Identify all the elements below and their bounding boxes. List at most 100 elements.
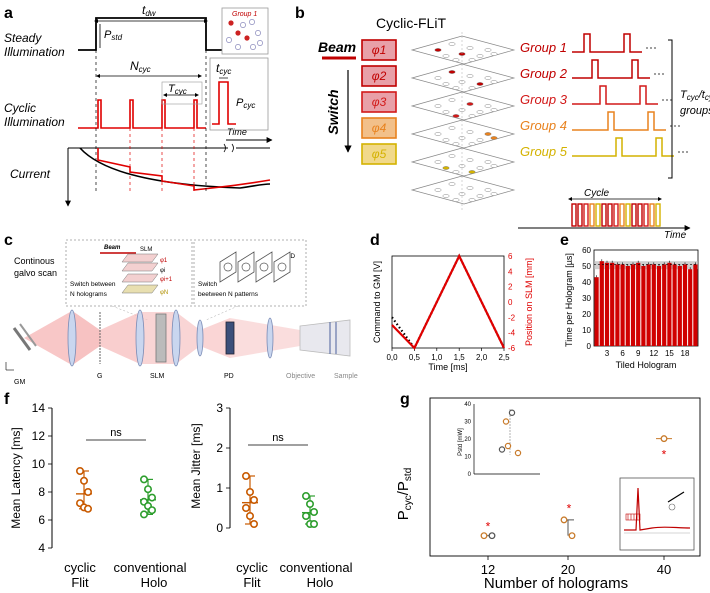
d-series-black [391,253,505,351]
plane-dot [476,166,484,170]
d-xtick-label: 1,0 [431,353,443,362]
phase-box-1 [361,39,397,61]
f-right-ytick-label: 0 [216,521,223,535]
e-bar [656,266,662,346]
phase-label-3: φ3 [372,95,387,109]
g-star: * [567,502,572,516]
phi-i: φi [160,268,165,274]
e-ytick-label: 60 [582,246,591,255]
current-label: Current [10,167,51,181]
panel-b-letter: b [295,5,305,22]
f-left-point [84,504,93,513]
cycle-bar [637,203,643,227]
plane-dot [448,70,456,74]
group-trace-1 [572,33,642,53]
d-xtick-label: 0,0 [386,353,398,362]
panel-f-letter: f [4,391,10,408]
group-label-2: Group 2 [520,66,568,81]
cycle-bar [619,203,625,227]
plane-dot [466,186,474,190]
g-xtick-label: 40 [657,562,671,577]
cycle-bar [643,203,649,227]
f-right-point [246,511,255,520]
beam-cone-1 [24,312,70,364]
d-xtick-label: 0,5 [409,353,421,362]
steady-label-2: Illumination [4,45,65,59]
d-ytick-label: 4 [508,267,513,276]
g-inset-point [498,446,506,453]
plane-dot [452,86,460,90]
panel-a: a Steady Illumination Cyclic Illuminatio… [4,3,273,207]
gm-label: GM [14,379,25,386]
f-left-point [140,510,149,519]
cycle-bar [655,203,661,227]
e-bar [688,269,693,346]
plane-dot [468,170,476,174]
e-bar [667,262,672,346]
f-right-ylabel: Mean Jitter [ms] [189,423,203,508]
slm-planes [410,32,516,212]
phase-label-1: φ1 [372,43,387,57]
lens-5 [266,317,274,359]
g-x-ticks: 12 20 40 [481,556,671,577]
phase-label-4: φ4 [372,121,387,135]
cycle-bar [631,203,637,227]
f-left-ytick-label: 4 [38,541,45,555]
plane-dot [442,138,450,142]
a-time-label: Time [227,127,247,137]
panel-c: c Continous galvo scan Beam SLM φ1 φi φi… [4,232,358,386]
phase-box-3 [361,91,397,113]
f-right-point [309,519,318,528]
e-bar [646,264,651,346]
plane-dot [448,182,456,186]
f-right-point [250,495,259,504]
e-bar [662,264,667,346]
phi-n: φN [160,290,168,296]
group-trace-5 [572,137,674,157]
plane-dot [434,188,442,192]
pcyc-label: Pcyc [236,97,255,110]
cyclic-label-1: Cyclic [4,101,36,115]
phase-label-5: φ5 [372,147,387,161]
g-label: G [97,373,102,380]
cycle-bar [601,203,607,227]
f-left-cat2b: Holo [141,575,168,590]
cycle-bar [613,203,619,227]
galvo-label-1: Continous [14,256,55,266]
group-label-4: Group 4 [520,118,567,133]
plane-dot [452,142,460,146]
switch-holo-2: N holograms [70,291,108,298]
e-ytick-label: 30 [582,294,591,303]
e-bar [636,262,641,346]
panel-e: e Time per Hologram [µs] Tiled Hologram … [560,232,699,370]
d-series-red [391,253,505,350]
group-traces: Group 1 Group 2 Group 3 Group 4 Group 5 [520,33,690,159]
plane-dot [484,132,492,136]
e-bar [615,264,620,346]
phase-box-5 [361,143,397,165]
g-point [488,532,496,540]
e-bars [594,259,698,346]
plane-dot [468,114,476,118]
ncyc-label: Ncyc [130,59,151,74]
f-left-cat1b: Flit [71,575,89,590]
g-inset-point [514,449,522,457]
group-label-5: Group 5 [520,144,568,159]
plane-dot [434,160,442,164]
axes-glyph [5,362,14,371]
d-ytick-label: -6 [508,344,516,353]
phase-label-2: φ2 [372,69,387,83]
plane-dot [448,154,456,158]
slm-device [155,313,167,363]
g-inset-point [502,418,510,425]
g-inset-tick: 30 [464,420,471,426]
steady-label-1: Steady [4,31,42,45]
d-ytick-label: 2 [508,283,513,292]
e-bar [677,266,682,346]
d-ylabel-left: Command to GM [V] [372,261,382,343]
g-inset-tick: 10 [464,455,471,461]
plane-dot [448,126,456,130]
f-left-point [148,506,157,515]
plane-dot [476,138,484,142]
pulse-zoom [212,81,236,125]
